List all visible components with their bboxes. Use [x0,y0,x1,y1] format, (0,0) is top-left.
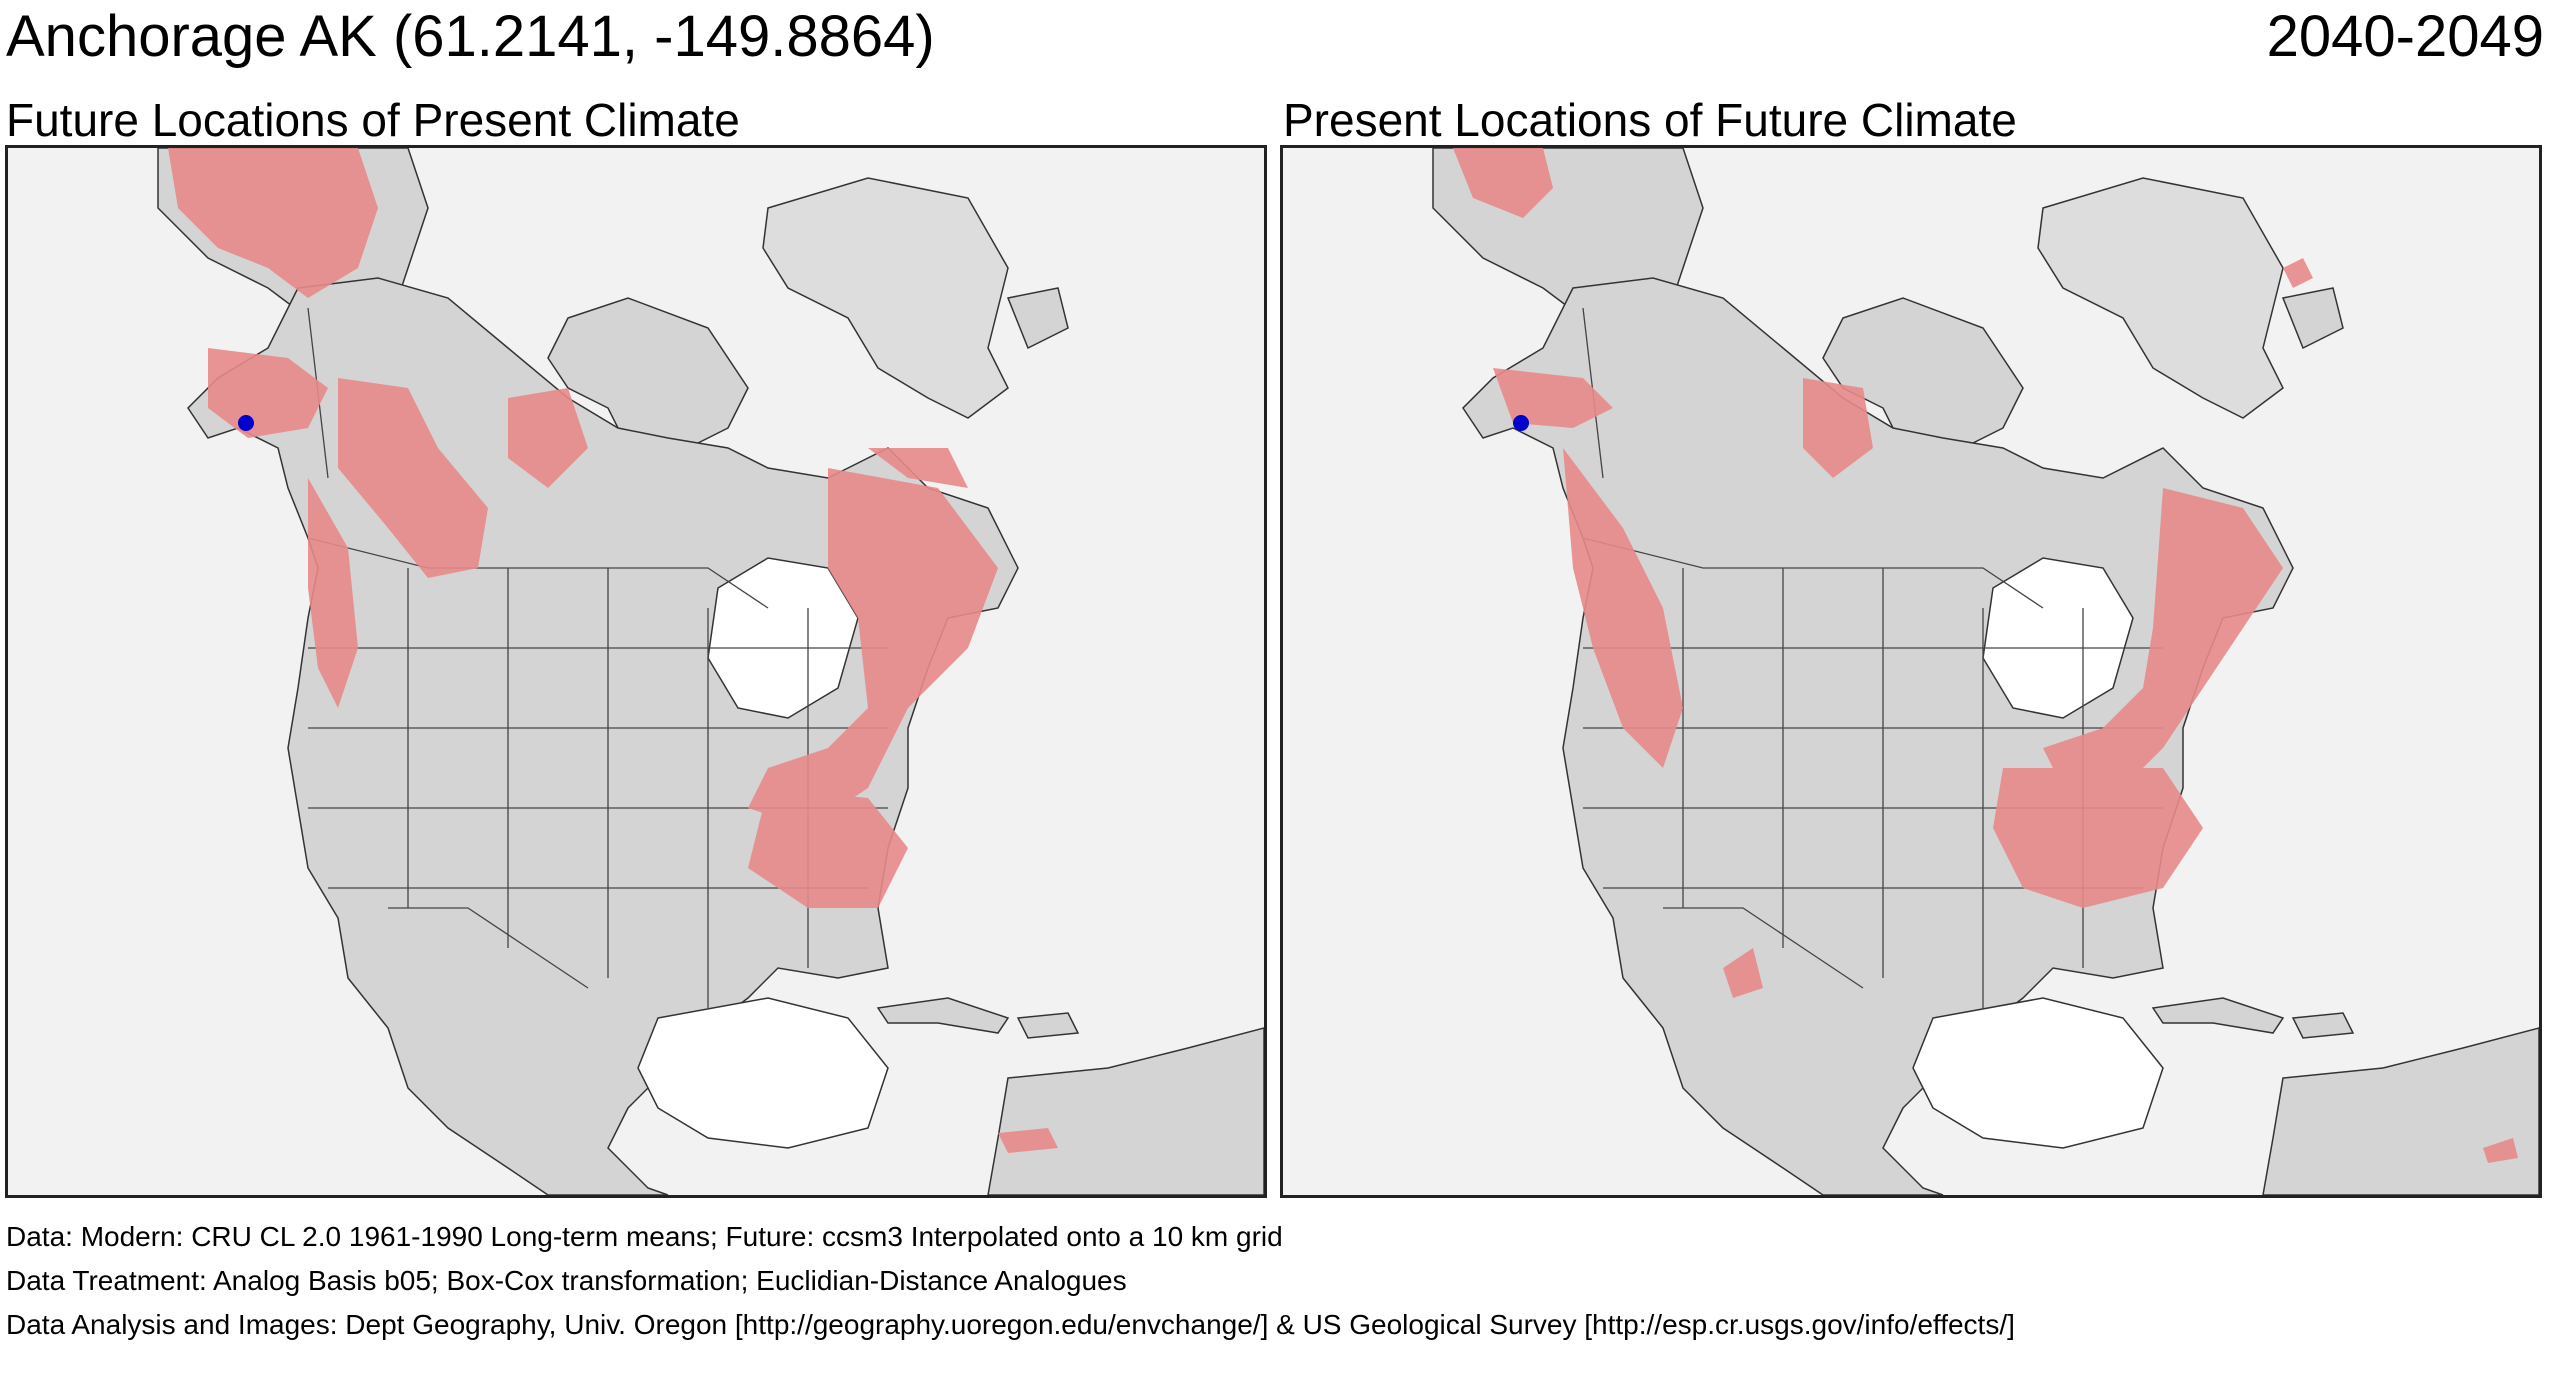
right-map-canvas [1432,148,2539,1195]
footer-data-source: Data: Modern: CRU CL 2.0 1961-1990 Long-… [6,1221,1283,1252]
footer-data-analysis: Data Analysis and Images: Dept Geography… [6,1309,2015,1340]
left-map-panel[interactable] [5,145,1267,1198]
location-marker [1513,415,1529,431]
right-panel-title: Present Locations of Future Climate [1283,94,2017,146]
location-marker [238,415,254,431]
analog-regions [168,148,1058,1153]
analog-region-greenland [2283,258,2313,288]
land-masses [1432,148,2539,1195]
analog-region-siberia [168,148,378,298]
period-label: 2040-2049 [2266,4,2544,69]
analog-region-siberia [1453,148,1553,218]
cuba-island [2151,997,2285,1034]
analog-region-yukon [338,378,488,578]
analog-region-coast [1563,448,1683,768]
location-title: Anchorage AK (61.2141, -149.8864) [6,4,935,69]
analog-region-caribbean [998,1128,1058,1153]
greenland-landmass [2037,177,2284,419]
hudson-bay [707,557,859,719]
analog-region-quebec [2043,488,2283,788]
analog-region-mackenzie [1803,378,1873,478]
analog-region-rockies [1723,948,1763,998]
us-canada-border [1582,537,2044,609]
us-mexico-border [388,907,589,989]
analog-regions [1453,148,2518,1163]
analog-region-mackenzie [508,388,588,488]
gulf-of-mexico [637,997,889,1149]
analog-region-alaska [208,348,328,438]
analog-region-great-lakes [1993,768,2203,908]
greenland-landmass [762,177,1009,419]
hispaniola-island [2291,1012,2355,1039]
us-mexico-border [1663,907,1864,989]
left-panel-title: Future Locations of Present Climate [6,94,740,146]
south-america-landmass [987,1027,1264,1195]
cuba-island [876,997,1010,1034]
political-boundaries [307,307,888,1008]
hudson-bay [1982,557,2134,719]
hispaniola-island [1016,1012,1080,1039]
analog-region-greenland [868,448,968,488]
footer-data-treatment: Data Treatment: Analog Basis b05; Box-Co… [6,1265,1127,1296]
analog-region-great-lakes [748,788,908,908]
right-map-panel[interactable] [1280,145,2542,1198]
south-america-landmass [2262,1027,2539,1195]
analog-region-south-america [2483,1138,2518,1163]
left-map-canvas [157,148,1264,1195]
analog-region-quebec [748,468,998,828]
us-canada-border [307,537,769,609]
analog-region-alaska [1493,368,1613,428]
analog-region-coast [308,478,358,708]
gulf-of-mexico [1912,997,2164,1149]
political-boundaries [1582,307,2163,1008]
